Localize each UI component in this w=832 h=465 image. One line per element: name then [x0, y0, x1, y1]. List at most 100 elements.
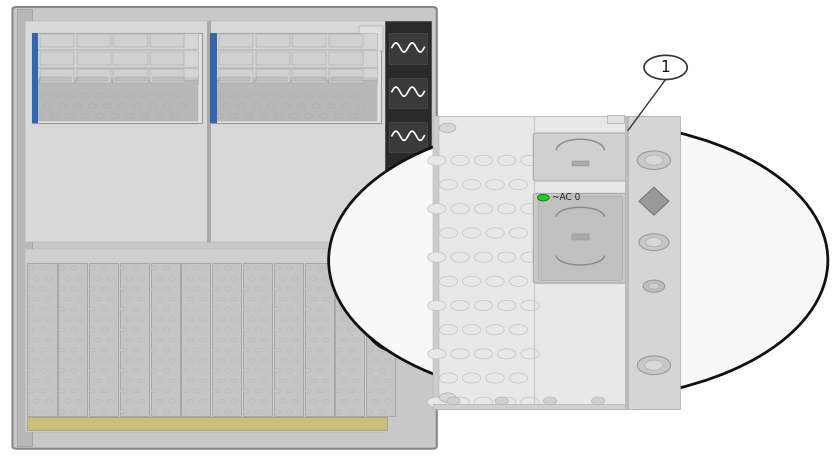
- Text: ~AC 0: ~AC 0: [552, 193, 580, 202]
- Circle shape: [334, 114, 343, 119]
- Circle shape: [354, 297, 360, 301]
- Circle shape: [40, 410, 47, 413]
- Circle shape: [230, 297, 237, 301]
- Circle shape: [379, 410, 385, 413]
- Circle shape: [463, 179, 481, 190]
- Circle shape: [451, 204, 469, 214]
- Circle shape: [169, 359, 176, 362]
- Circle shape: [379, 287, 385, 291]
- Circle shape: [156, 338, 163, 342]
- Circle shape: [230, 379, 237, 383]
- Circle shape: [275, 93, 283, 98]
- Circle shape: [329, 121, 828, 400]
- Circle shape: [27, 266, 34, 270]
- Circle shape: [151, 287, 157, 291]
- Circle shape: [644, 55, 687, 80]
- Circle shape: [372, 379, 379, 383]
- Circle shape: [156, 318, 163, 321]
- Circle shape: [151, 266, 157, 270]
- Circle shape: [215, 114, 223, 119]
- Circle shape: [102, 389, 108, 393]
- Circle shape: [260, 93, 268, 98]
- Circle shape: [280, 359, 286, 362]
- Circle shape: [171, 93, 179, 98]
- Circle shape: [305, 266, 311, 270]
- Circle shape: [58, 389, 65, 393]
- Circle shape: [486, 179, 504, 190]
- Circle shape: [132, 348, 139, 352]
- Bar: [150, 52, 184, 65]
- Circle shape: [169, 338, 176, 342]
- Circle shape: [245, 114, 253, 119]
- Circle shape: [384, 277, 391, 280]
- Circle shape: [643, 280, 665, 292]
- Circle shape: [187, 297, 194, 301]
- Circle shape: [439, 179, 458, 190]
- Circle shape: [64, 379, 71, 383]
- Circle shape: [107, 338, 114, 342]
- Circle shape: [64, 359, 71, 362]
- Circle shape: [274, 389, 280, 393]
- Circle shape: [200, 318, 206, 321]
- Bar: [40, 69, 74, 83]
- Circle shape: [317, 328, 324, 332]
- Circle shape: [317, 307, 324, 311]
- Circle shape: [218, 338, 225, 342]
- Circle shape: [95, 359, 102, 362]
- Circle shape: [156, 114, 164, 119]
- Circle shape: [317, 287, 324, 291]
- Circle shape: [354, 277, 360, 280]
- Circle shape: [194, 348, 201, 352]
- Circle shape: [305, 93, 313, 98]
- Circle shape: [286, 389, 293, 393]
- Bar: [366, 263, 395, 416]
- Circle shape: [46, 359, 52, 362]
- Circle shape: [249, 318, 255, 321]
- Bar: [219, 52, 253, 65]
- Circle shape: [249, 338, 255, 342]
- Circle shape: [46, 338, 52, 342]
- Circle shape: [498, 300, 516, 311]
- Circle shape: [474, 252, 493, 262]
- Circle shape: [439, 393, 456, 402]
- Circle shape: [292, 359, 299, 362]
- Circle shape: [141, 93, 149, 98]
- Circle shape: [169, 318, 176, 321]
- Circle shape: [323, 359, 329, 362]
- Circle shape: [88, 104, 97, 108]
- Bar: [113, 69, 147, 83]
- Circle shape: [194, 369, 201, 372]
- Circle shape: [379, 369, 385, 372]
- Bar: [17, 9, 32, 446]
- Circle shape: [243, 307, 250, 311]
- Circle shape: [341, 338, 348, 342]
- Bar: [219, 69, 253, 83]
- Bar: [292, 52, 326, 65]
- Circle shape: [348, 369, 354, 372]
- Bar: [150, 69, 184, 83]
- Circle shape: [126, 338, 132, 342]
- Circle shape: [384, 318, 391, 321]
- Circle shape: [151, 410, 157, 413]
- Bar: [27, 263, 57, 416]
- Circle shape: [66, 114, 74, 119]
- Circle shape: [447, 397, 460, 405]
- Circle shape: [312, 104, 320, 108]
- Circle shape: [33, 379, 40, 383]
- Circle shape: [349, 114, 358, 119]
- Circle shape: [95, 318, 102, 321]
- Circle shape: [463, 276, 481, 286]
- Circle shape: [319, 93, 328, 98]
- Circle shape: [486, 276, 504, 286]
- Circle shape: [341, 318, 348, 321]
- Circle shape: [81, 114, 89, 119]
- Circle shape: [169, 297, 176, 301]
- Circle shape: [280, 379, 286, 383]
- Circle shape: [194, 410, 201, 413]
- Bar: [215, 78, 377, 80]
- Circle shape: [120, 328, 126, 332]
- Circle shape: [274, 410, 280, 413]
- Circle shape: [225, 348, 231, 352]
- Circle shape: [342, 104, 350, 108]
- Circle shape: [77, 399, 83, 403]
